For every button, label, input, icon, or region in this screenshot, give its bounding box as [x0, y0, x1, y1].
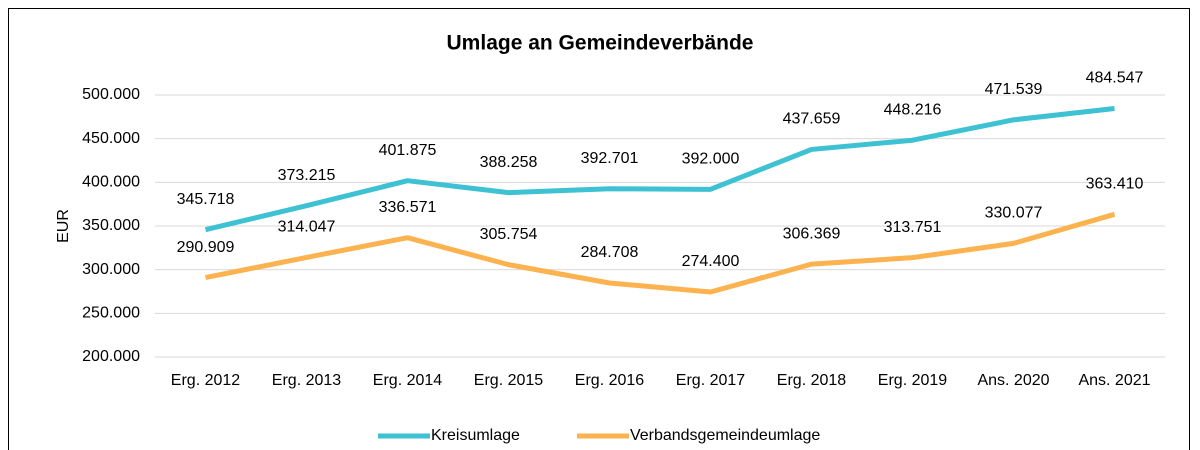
data-label: 305.754 [480, 226, 538, 243]
data-label: 306.369 [783, 225, 841, 242]
data-line [205, 211, 1116, 295]
y-tick-label: 500.000 [82, 86, 140, 103]
data-label: 448.216 [884, 101, 942, 118]
data-label: 363.410 [1086, 176, 1144, 193]
data-label: 437.659 [783, 111, 841, 128]
data-label: 284.708 [581, 244, 639, 261]
data-label: 313.751 [884, 219, 942, 236]
data-label: 290.909 [177, 239, 235, 256]
y-axis-label: EUR [55, 209, 72, 243]
data-label: 484.547 [1086, 70, 1144, 87]
x-tick-label: Erg. 2015 [474, 372, 543, 389]
x-tick-label: Erg. 2013 [272, 372, 341, 389]
y-tick-label: 350.000 [82, 217, 140, 234]
data-label: 392.701 [581, 150, 639, 167]
x-tick-label: Erg. 2017 [676, 372, 745, 389]
x-tick-label: Erg. 2014 [373, 372, 442, 389]
y-tick-label: 200.000 [82, 348, 140, 365]
x-tick-label: Erg. 2012 [171, 372, 240, 389]
x-tick-label: Ans. 2021 [1078, 372, 1150, 389]
chart-frame [8, 8, 1190, 450]
y-tick-label: 400.000 [82, 174, 140, 191]
y-tick-label: 250.000 [82, 305, 140, 322]
x-tick-label: Erg. 2018 [777, 372, 846, 389]
data-label: 401.875 [379, 142, 437, 159]
data-label: 388.258 [480, 154, 538, 171]
chart-title: Umlage an Gemeindeverbände [447, 32, 754, 55]
y-tick-label: 300.000 [82, 261, 140, 278]
y-tick-label: 450.000 [82, 130, 140, 147]
legend-label: Verbandsgemeindeumlage [630, 427, 820, 444]
data-label: 373.215 [278, 167, 336, 184]
x-tick-label: Ans. 2020 [977, 372, 1049, 389]
x-tick-label: Erg. 2019 [878, 372, 947, 389]
data-label: 471.539 [985, 81, 1043, 98]
data-line [204, 106, 1115, 233]
x-tick-label: Erg. 2016 [575, 372, 644, 389]
data-label: 392.000 [682, 151, 740, 168]
data-label: 330.077 [985, 205, 1043, 222]
data-label: 274.400 [682, 253, 740, 270]
data-label: 336.571 [379, 199, 437, 216]
legend-label: Kreisumlage [431, 427, 520, 444]
data-label: 314.047 [278, 219, 336, 236]
data-label: 345.718 [177, 191, 235, 208]
